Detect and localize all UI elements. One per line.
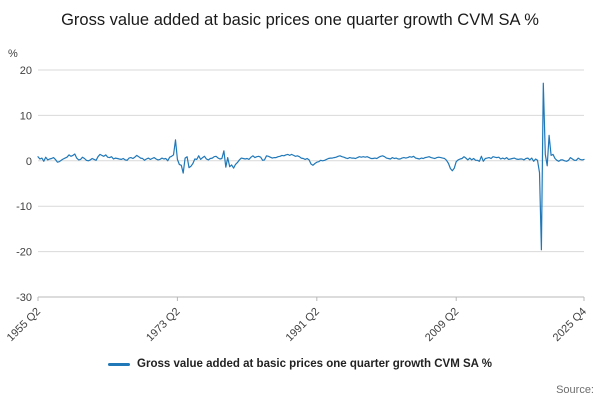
y-tick-label: 10 xyxy=(20,110,32,122)
legend-label: Gross value added at basic prices one qu… xyxy=(137,358,492,370)
series-line xyxy=(37,82,585,251)
y-tick-label: 20 xyxy=(20,65,32,77)
y-tick-label: 0 xyxy=(26,156,32,168)
y-tick-label: -30 xyxy=(16,292,32,304)
x-tick-label: 2025 Q4 xyxy=(551,306,589,344)
y-tick-label: -20 xyxy=(16,247,32,259)
x-tick-label: 1973 Q2 xyxy=(144,306,182,344)
x-tick-label: 2009 Q2 xyxy=(423,306,461,344)
source-label: Source: xyxy=(556,384,594,396)
legend-item[interactable]: Gross value added at basic prices one qu… xyxy=(0,358,600,370)
y-tick-label: -10 xyxy=(16,201,32,213)
chart-title: Gross value added at basic prices one qu… xyxy=(61,11,539,29)
x-tick-label: 1955 Q2 xyxy=(5,306,43,344)
chart-plot-area: 20 10 0 -10 -20 -30 1955 Q2 1973 Q2 1991 Q2 2009 … xyxy=(5,65,589,344)
legend-line-marker xyxy=(108,362,131,366)
x-tick-label: 1991 Q2 xyxy=(284,306,322,344)
y-axis-unit-label: % xyxy=(8,48,18,60)
